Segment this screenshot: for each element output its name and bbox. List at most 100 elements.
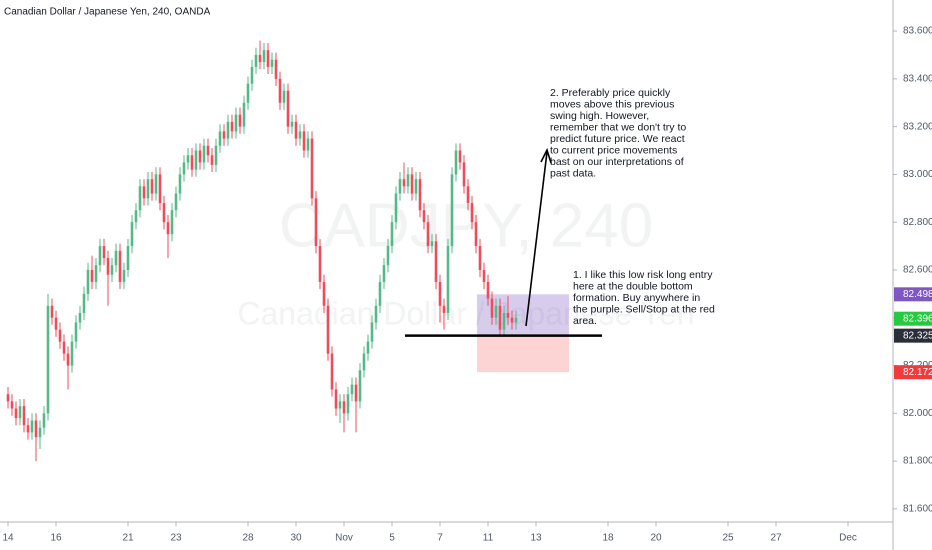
candle-body bbox=[362, 353, 366, 371]
candle-body bbox=[154, 174, 158, 194]
candle-body bbox=[178, 174, 182, 194]
y-tick-label: 81.600 bbox=[903, 504, 932, 515]
candle-body bbox=[138, 186, 142, 211]
candle-body bbox=[202, 145, 206, 163]
candle-body bbox=[86, 269, 90, 294]
candle-body bbox=[418, 179, 422, 211]
candle-body bbox=[142, 186, 146, 199]
watermark-subtitle: Canadian Dollar / Japanese Yen bbox=[237, 295, 694, 331]
candle-body bbox=[134, 210, 138, 223]
x-tick-label: Nov bbox=[335, 533, 353, 544]
price-tag-label: 82.325 bbox=[903, 330, 932, 341]
candle-body bbox=[90, 269, 94, 282]
note-line: here at the double bottom bbox=[573, 281, 693, 293]
candle-body bbox=[370, 322, 374, 342]
candle-body bbox=[390, 222, 394, 247]
note-line: bast on our interpretations of bbox=[550, 156, 684, 168]
price-tag-label: 82.172 bbox=[903, 367, 932, 378]
note-line: to current price movements bbox=[550, 145, 677, 157]
candle-body bbox=[502, 312, 506, 330]
candle-body bbox=[18, 406, 22, 419]
note-line: area. bbox=[573, 315, 597, 327]
candle-body bbox=[10, 401, 14, 409]
candle-body bbox=[506, 312, 510, 318]
candle-body bbox=[62, 341, 66, 354]
price-tag bbox=[894, 311, 932, 326]
candle-body bbox=[294, 121, 298, 139]
price-tag-label: 82.396 bbox=[903, 313, 932, 324]
candle-body bbox=[102, 246, 106, 259]
candle-body bbox=[298, 131, 302, 139]
stop-zone bbox=[477, 335, 569, 373]
candle-body bbox=[274, 59, 278, 79]
price-tag bbox=[894, 365, 932, 380]
candle-body bbox=[374, 305, 378, 323]
candle-body bbox=[182, 162, 186, 175]
candle-body bbox=[334, 389, 338, 409]
candle-body bbox=[406, 174, 410, 187]
candle-body bbox=[462, 162, 466, 187]
candle-body bbox=[262, 50, 266, 63]
candle-body bbox=[330, 353, 334, 390]
candle-body bbox=[446, 246, 450, 313]
note-line: the purple. Sell/Stop at the red bbox=[573, 304, 715, 316]
note-line: predict future price. We react bbox=[550, 133, 685, 145]
watermark: CADJPY, 240 bbox=[279, 191, 654, 260]
candle-body bbox=[130, 222, 134, 247]
candle-body bbox=[278, 78, 282, 103]
candle-body bbox=[170, 210, 174, 235]
x-tick-label: 30 bbox=[290, 533, 302, 544]
candle-body bbox=[78, 312, 82, 323]
x-tick-label: 7 bbox=[437, 533, 443, 544]
candle-body bbox=[510, 317, 514, 323]
candle-body bbox=[190, 155, 194, 170]
candle-body bbox=[438, 281, 442, 306]
x-tick-label: 18 bbox=[602, 533, 614, 544]
candle-body bbox=[338, 401, 342, 409]
candle-body bbox=[206, 145, 210, 156]
candle-body bbox=[126, 246, 130, 270]
candle-body bbox=[214, 145, 218, 165]
candle-body bbox=[470, 203, 474, 223]
candle-body bbox=[486, 281, 490, 299]
candle-body bbox=[186, 155, 190, 163]
candle-body bbox=[254, 54, 258, 67]
candle-body bbox=[318, 246, 322, 282]
candle-body bbox=[106, 258, 110, 275]
note-line: swing high. However, bbox=[550, 110, 649, 122]
candle-body bbox=[414, 179, 418, 194]
candle-body bbox=[50, 305, 54, 318]
candle-body bbox=[466, 186, 470, 204]
candle-body bbox=[306, 138, 310, 151]
x-tick-label: 16 bbox=[50, 533, 62, 544]
candle-body bbox=[270, 59, 274, 67]
candle-body bbox=[162, 203, 166, 223]
x-tick-label: 25 bbox=[722, 533, 734, 544]
candle-body bbox=[110, 265, 114, 275]
candle-body bbox=[422, 210, 426, 223]
candle-body bbox=[174, 193, 178, 211]
candle-body bbox=[146, 179, 150, 199]
candle-body bbox=[82, 293, 86, 313]
candle-body bbox=[358, 370, 362, 402]
candle-body bbox=[450, 174, 454, 247]
y-tick-label: 82.800 bbox=[903, 217, 932, 228]
note-line: past data. bbox=[550, 168, 596, 180]
candle-body bbox=[366, 341, 370, 354]
candle-body bbox=[326, 305, 330, 354]
candle-body bbox=[474, 222, 478, 247]
price-tag-label: 82.498 bbox=[903, 289, 932, 300]
candle-body bbox=[494, 305, 498, 318]
x-tick-label: 5 bbox=[389, 533, 395, 544]
x-tick-label: 20 bbox=[650, 533, 662, 544]
candle-body bbox=[454, 150, 458, 175]
candle-body bbox=[458, 150, 462, 163]
candle-body bbox=[158, 174, 162, 204]
candle-body bbox=[498, 305, 502, 330]
candle-body bbox=[122, 269, 126, 282]
candle-body bbox=[74, 322, 78, 342]
y-tick-label: 81.800 bbox=[903, 456, 932, 467]
note-line: moves above this previous bbox=[550, 99, 674, 111]
candle-body bbox=[30, 420, 34, 433]
